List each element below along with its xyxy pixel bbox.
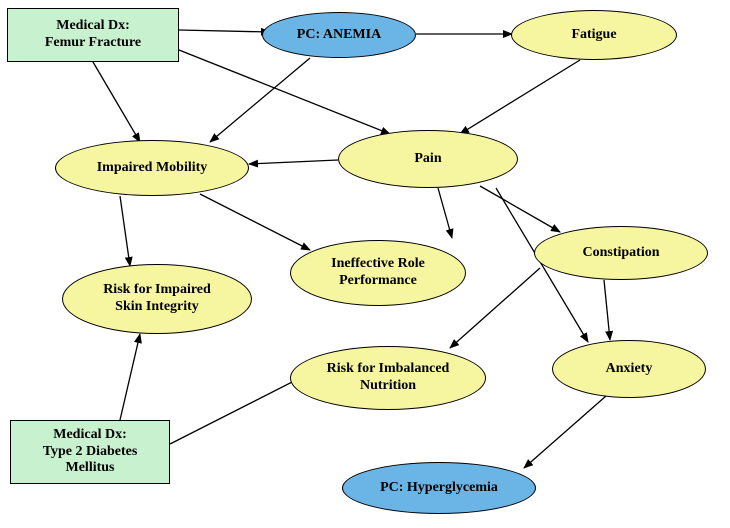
node-risk-nutrition: Risk for ImbalancedNutrition bbox=[290, 346, 486, 410]
edge-arrow bbox=[604, 280, 610, 340]
edge-arrow bbox=[524, 396, 606, 468]
edge-arrow bbox=[210, 58, 310, 142]
node-impaired-mobility: Impaired Mobility bbox=[55, 140, 249, 196]
node-risk-skin-integrity: Risk for ImpairedSkin Integrity bbox=[62, 264, 252, 334]
edge-arrow bbox=[93, 62, 140, 142]
node-pain: Pain bbox=[338, 130, 518, 188]
node-pc-hyperglycemia: PC: Hyperglycemia bbox=[342, 462, 536, 514]
node-medical-dx-diabetes: Medical Dx:Type 2 DiabetesMellitus bbox=[10, 420, 170, 484]
node-pc-anemia: PC: ANEMIA bbox=[262, 12, 416, 58]
edge-arrow bbox=[120, 334, 140, 420]
edge-arrow bbox=[170, 378, 300, 444]
edge-arrow bbox=[179, 50, 390, 134]
edge-arrow bbox=[480, 186, 560, 232]
edge-arrow bbox=[249, 160, 338, 164]
edge-arrow bbox=[438, 188, 452, 238]
node-ineffective-role: Ineffective RolePerformance bbox=[290, 240, 466, 306]
node-fatigue: Fatigue bbox=[511, 10, 677, 60]
concept-map-canvas: Medical Dx:Femur Fracture PC: ANEMIA Fat… bbox=[0, 0, 730, 528]
edge-arrow bbox=[120, 196, 130, 266]
edge-arrow bbox=[200, 194, 310, 250]
node-constipation: Constipation bbox=[534, 226, 708, 280]
edge-arrow bbox=[460, 60, 580, 134]
node-medical-dx-femur: Medical Dx:Femur Fracture bbox=[7, 8, 179, 62]
edge-arrow bbox=[179, 30, 270, 32]
node-anxiety: Anxiety bbox=[552, 340, 706, 398]
